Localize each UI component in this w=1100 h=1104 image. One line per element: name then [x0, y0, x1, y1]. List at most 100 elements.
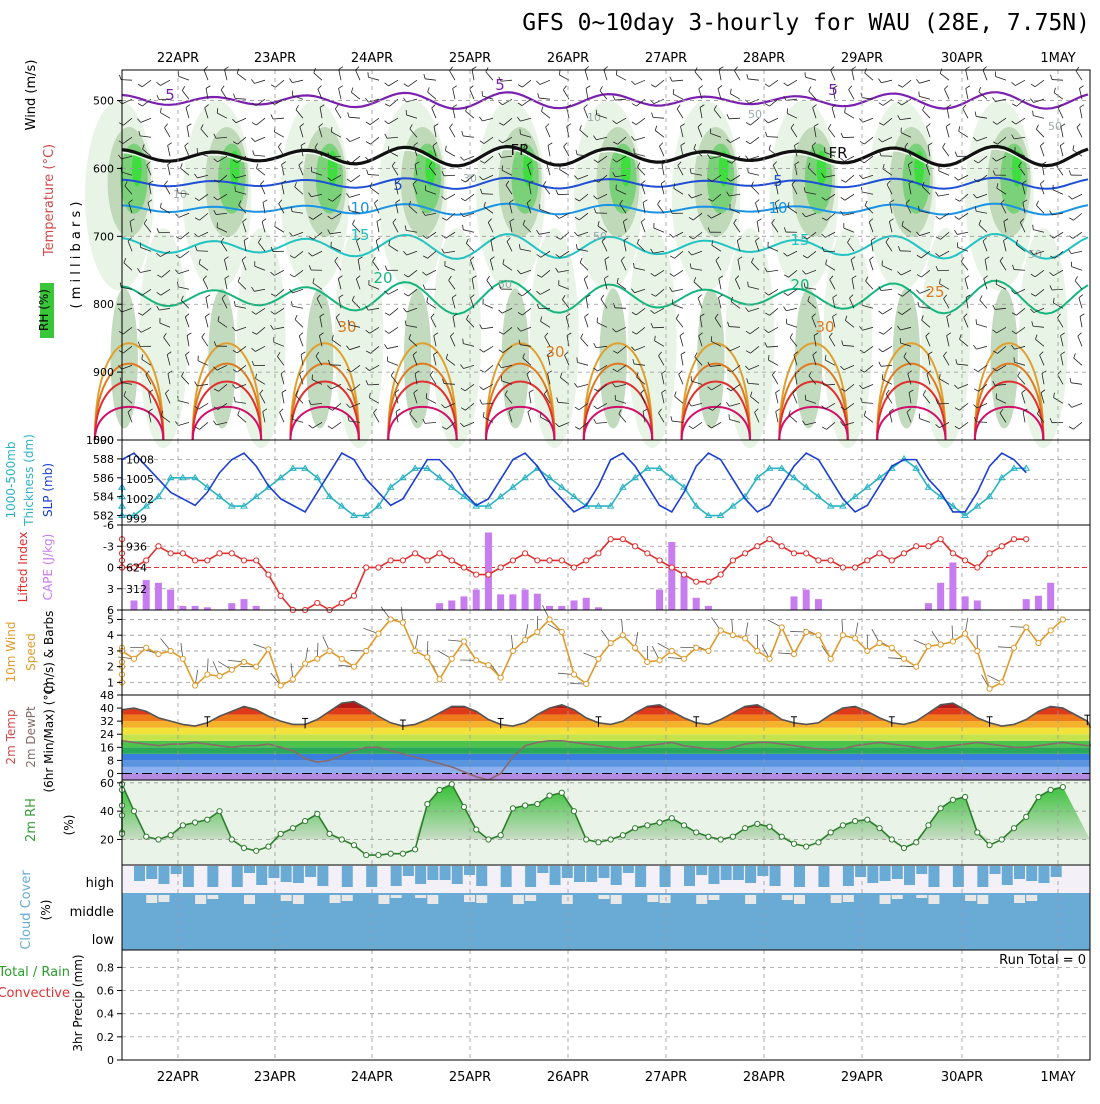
bottom-date-label: 25APR	[449, 1070, 491, 1085]
cape-bar	[461, 596, 468, 610]
slp-tick-label: 999	[126, 512, 147, 525]
lifted-index-line-point	[180, 551, 185, 556]
temp-band	[122, 747, 1090, 754]
lifted-index-line-point	[767, 537, 772, 542]
precip-rain-label: Total / Rain	[0, 965, 70, 980]
temp-tick-label: 16	[100, 741, 114, 754]
lifted-index-line-point	[571, 565, 576, 570]
lifted-index-line-point	[999, 544, 1004, 549]
cloud-high-bar	[207, 866, 218, 887]
cloud-mid-gap	[647, 895, 658, 902]
top-date-label: 29APR	[841, 51, 883, 66]
rh-line-point	[804, 844, 809, 849]
wind-speed-line-point	[645, 659, 650, 664]
lifted-index-axis-label: Lifted Index	[16, 532, 30, 603]
rh-line-point	[156, 837, 161, 842]
wind-speed-line-point	[180, 656, 185, 661]
cloud-mid-gap	[244, 895, 255, 904]
rh-line-point	[193, 820, 198, 825]
wind-barb	[121, 80, 132, 81]
cloud-mid-gap	[598, 895, 609, 899]
rh-line-point	[327, 831, 332, 836]
pressure-units-label: ( m i l l i b a r s )	[69, 202, 84, 309]
cloud-high-bar	[916, 866, 927, 874]
temp-band	[122, 695, 1090, 702]
cloud-mid-gap	[794, 895, 805, 904]
wind-speed-line-point	[486, 662, 491, 667]
rh-line-point	[559, 790, 564, 795]
wind-speed-line-point	[351, 664, 356, 669]
wind-speed-line-point	[669, 648, 674, 653]
rh-axis-label: RH (%)	[37, 289, 51, 331]
lifted-index-line-point	[351, 593, 356, 598]
rh-line-point	[571, 809, 576, 814]
rh-line-point	[131, 809, 136, 814]
lifted-index-line-point	[1011, 537, 1016, 542]
wind-speed-line-point	[694, 645, 699, 650]
wind-barb	[159, 232, 170, 233]
cloud-high-bar	[733, 866, 744, 880]
run-total-label: Run Total = 0	[999, 953, 1086, 968]
lifted-index-line-point	[706, 579, 711, 584]
cloud-high-bar	[550, 866, 561, 885]
cloud-mid-gap	[892, 895, 903, 899]
lifted-index-line-point	[633, 544, 638, 549]
rh-line-point	[914, 840, 919, 845]
cloud-high-bar	[391, 866, 402, 886]
cloud-mid-gap	[965, 895, 976, 901]
cape-bar	[436, 603, 443, 610]
wind-speed-line-point	[791, 651, 796, 656]
cloud-high-bar	[440, 866, 451, 880]
lifted-index-line-point	[730, 558, 735, 563]
cape-bar	[668, 542, 675, 610]
lifted-index-line-point	[388, 558, 393, 563]
rh-line-point	[669, 816, 674, 821]
wind-speed-line-point	[217, 674, 222, 679]
thickness-tick-label: 588	[93, 453, 114, 466]
wind-speed-line-point	[131, 656, 136, 661]
cloud-high-bar	[464, 866, 475, 875]
rh-line-point	[388, 851, 393, 856]
cape-bar	[693, 598, 700, 610]
rh-tick-label: 60	[100, 777, 114, 790]
rh-line-point	[608, 837, 613, 842]
cape-bar	[497, 594, 504, 610]
wind10-axis-label-2: Speed	[24, 633, 38, 671]
wind-speed-line-point	[633, 645, 638, 650]
lifted-index-line-point	[241, 558, 246, 563]
lifted-index-line-point	[853, 565, 858, 570]
wind-speed-line-point	[364, 648, 369, 653]
cloud-high-bar	[1051, 866, 1062, 877]
wind-barb-flag	[585, 67, 589, 70]
rh-line-point	[241, 845, 246, 850]
cloud-high-bar	[415, 866, 426, 884]
wind-speed-line-point	[608, 640, 613, 645]
cape-bar	[241, 599, 248, 610]
cloud-mid-gap	[293, 895, 304, 904]
wind-barb-flag	[919, 91, 920, 96]
cape-bar	[656, 590, 663, 610]
contour-label: 50	[1048, 120, 1062, 133]
cloud-high-bar	[990, 866, 1001, 874]
rh-line-point	[694, 830, 699, 835]
lifted-tick-label: -3	[103, 540, 114, 553]
wind-barb	[197, 251, 208, 252]
cloud-high-bar	[268, 866, 279, 878]
temp-tick-label: 48	[100, 689, 114, 702]
rh-line-point	[449, 782, 454, 787]
cloud-mid-gap	[1026, 895, 1037, 901]
cloud-high-bar	[305, 866, 316, 877]
cloud-high-bar	[721, 866, 732, 880]
wind-speed-line-point	[718, 628, 723, 633]
wind-barb-flag	[472, 67, 476, 70]
lifted-index-line-point	[816, 558, 821, 563]
rh-line-point	[168, 833, 173, 838]
cloud-high-bar	[611, 866, 622, 885]
wind-speed-line-point	[254, 664, 259, 669]
lifted-index-line-point	[596, 551, 601, 556]
lifted-index-line-point	[400, 558, 405, 563]
wind-speed-line-point	[730, 633, 735, 638]
wind-speed-line-point	[315, 656, 320, 661]
